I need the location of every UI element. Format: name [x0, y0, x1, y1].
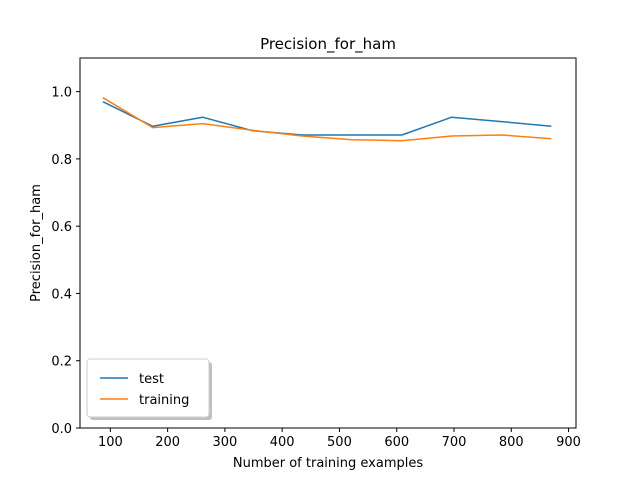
- x-tick-label: 400: [270, 435, 295, 450]
- legend-label-training: training: [139, 393, 189, 408]
- x-tick-label: 600: [384, 435, 409, 450]
- series-line-training: [102, 97, 552, 142]
- x-tick-label: 800: [499, 435, 524, 450]
- y-tick-label: 0.2: [51, 355, 72, 370]
- legend: test training: [86, 358, 212, 420]
- x-tick-label: 300: [212, 435, 237, 450]
- y-axis: 0.0 0.2 0.4 0.6 0.8 1.0: [51, 86, 80, 437]
- y-tick-label: 0.4: [51, 287, 72, 302]
- x-axis-title: Number of training examples: [233, 456, 423, 471]
- plot-frame: [79, 57, 577, 429]
- x-tick-label: 500: [327, 435, 352, 450]
- x-tick-label: 200: [155, 435, 180, 450]
- x-tick-label: 100: [98, 435, 123, 450]
- y-tick-label: 0.6: [51, 220, 72, 235]
- x-tick-label: 900: [556, 435, 581, 450]
- y-tick-label: 0.0: [51, 422, 72, 437]
- plot-area: [79, 57, 577, 429]
- chart-title: Precision_for_ham: [260, 35, 396, 54]
- legend-box: [86, 358, 210, 418]
- y-tick-label: 0.8: [51, 153, 72, 168]
- y-tick-label: 1.0: [51, 86, 72, 101]
- x-axis: 100 200 300 400 500 600 700 800 900: [98, 428, 581, 450]
- series-layer: [102, 97, 552, 142]
- legend-label-test: test: [139, 372, 164, 387]
- series-line-test: [102, 101, 552, 136]
- y-axis-title: Precision_for_ham: [29, 184, 44, 302]
- x-tick-label: 700: [442, 435, 467, 450]
